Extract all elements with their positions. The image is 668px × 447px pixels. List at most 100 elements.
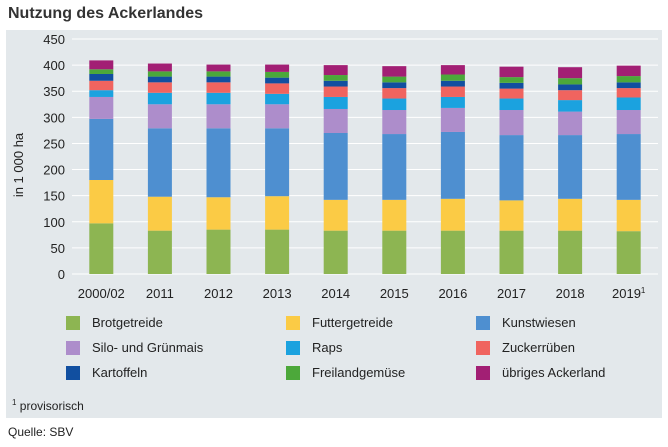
- bar-segment: [206, 76, 231, 83]
- source-note: Quelle: SBV: [8, 425, 74, 439]
- bar-segment: [382, 134, 407, 200]
- bar-segment: [499, 77, 524, 83]
- legend-label: Silo- und Grünmais: [92, 340, 204, 355]
- legend-swatch: [66, 315, 80, 330]
- bar-segment: [382, 88, 407, 99]
- y-tick-label: 450: [43, 32, 65, 47]
- bar-segment: [323, 230, 348, 274]
- bar-segment: [558, 90, 583, 101]
- bar-segment: [440, 86, 465, 97]
- chart-panel: 0 50 100 150 200 250 300 350 400 450 2000/02 2011 2…: [6, 30, 662, 418]
- bar-segment: [206, 82, 231, 93]
- bar-segment: [206, 197, 231, 230]
- bar-segment: [382, 98, 407, 111]
- bar-segment: [558, 230, 583, 274]
- bar-segment: [499, 135, 524, 201]
- bar-segment: [616, 76, 641, 83]
- bar-segment: [89, 118, 114, 180]
- y-tick-label: 0: [58, 267, 65, 282]
- legend-label: Raps: [312, 340, 343, 355]
- y-tick-label: 200: [43, 163, 65, 178]
- x-tick-label: 2014: [321, 286, 350, 301]
- bar-segment: [558, 84, 583, 91]
- legend-label: übriges Ackerland: [502, 365, 606, 380]
- y-tick-label: 100: [43, 215, 65, 230]
- bar-segment: [265, 71, 290, 78]
- bar-stack: [440, 65, 465, 274]
- bar-segment: [499, 88, 524, 99]
- bar-segment: [616, 110, 641, 135]
- y-tick-label: 300: [43, 110, 65, 125]
- bar-segment: [323, 86, 348, 97]
- y-tick-label: 150: [43, 189, 65, 204]
- legend-label: Kunstwiesen: [502, 315, 576, 330]
- bar-stack: [323, 65, 348, 274]
- y-tick-label: 50: [51, 241, 65, 256]
- legend-swatch: [286, 315, 300, 330]
- bar-segment: [323, 65, 348, 76]
- bar-stack: [382, 66, 407, 274]
- bar-segment: [616, 231, 641, 274]
- legend-item: Freilandgemüse: [286, 365, 405, 380]
- bar-segment: [265, 93, 290, 105]
- bar-segment: [616, 65, 641, 77]
- bar-segment: [558, 135, 583, 199]
- footnote: 1 provisorisch: [12, 398, 84, 413]
- bar-segment: [265, 196, 290, 230]
- bar-segment: [265, 104, 290, 129]
- bar-segment: [265, 128, 290, 197]
- legend-swatch: [476, 365, 490, 380]
- bar-segment: [616, 199, 641, 232]
- legend-item: Brotgetreide: [66, 315, 163, 330]
- legend-item: Zuckerrüben: [476, 340, 575, 355]
- chart-title: Nutzung des Ackerlandes: [8, 5, 204, 22]
- bar-segment: [147, 76, 172, 83]
- bar-segment: [499, 82, 524, 89]
- legend-swatch: [286, 365, 300, 380]
- x-tick-label: 20191: [612, 286, 646, 301]
- bar-segment: [440, 80, 465, 87]
- bar-segment: [206, 71, 231, 77]
- x-tick-label: 2016: [438, 286, 467, 301]
- bar-segment: [206, 104, 231, 129]
- bar-segment: [499, 230, 524, 274]
- bar-segment: [206, 64, 231, 72]
- bar-segment: [147, 230, 172, 274]
- bar-stack: [265, 64, 290, 274]
- bar-segment: [323, 96, 348, 109]
- bar-stack: [499, 66, 524, 274]
- legend-item: Silo- und Grünmais: [66, 340, 203, 355]
- bar-segment: [499, 200, 524, 231]
- bar-stack: [89, 60, 114, 274]
- bar-segment: [206, 92, 231, 105]
- legend-label: Freilandgemüse: [312, 365, 406, 380]
- bar-segment: [147, 104, 172, 129]
- bar-segment: [206, 128, 231, 198]
- y-tick-label: 400: [43, 58, 65, 73]
- x-tick-label: 2000/02: [78, 286, 125, 301]
- bar-segment: [499, 66, 524, 78]
- legend-label: Futtergetreide: [312, 315, 393, 330]
- bar-segment: [616, 88, 641, 98]
- bar-segment: [382, 230, 407, 274]
- bar-segment: [440, 198, 465, 231]
- bar-segment: [499, 110, 524, 136]
- bar-segment: [147, 196, 172, 231]
- bar-segment: [440, 96, 465, 108]
- bar-segment: [440, 230, 465, 274]
- bar-stack: [206, 64, 231, 274]
- bar-segment: [558, 198, 583, 231]
- bar-segment: [89, 96, 114, 119]
- bar-segment: [323, 133, 348, 200]
- bar-segment: [147, 82, 172, 93]
- x-tick-label: 2017: [497, 286, 526, 301]
- legend-swatch: [476, 340, 490, 355]
- bar-segment: [616, 97, 641, 111]
- bar-segment: [265, 77, 290, 84]
- bar-segment: [558, 67, 583, 79]
- bar-segment: [323, 75, 348, 81]
- bar-segment: [89, 223, 114, 274]
- bar-stack: [147, 63, 172, 274]
- bar-segment: [89, 90, 114, 97]
- bar-segment: [147, 63, 172, 72]
